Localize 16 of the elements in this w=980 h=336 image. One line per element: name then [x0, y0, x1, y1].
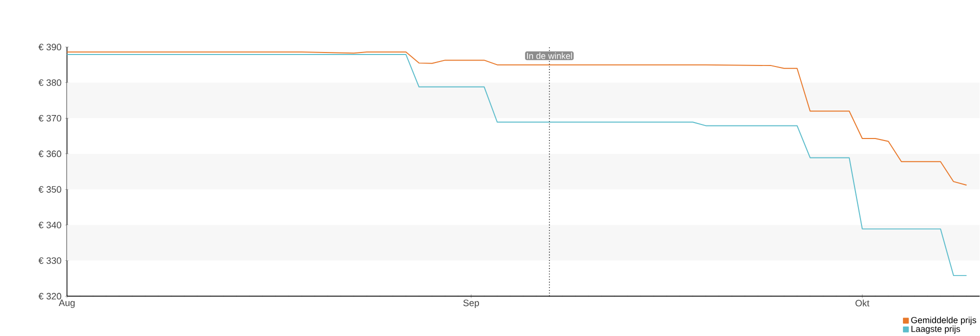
y-tick-label: € 380 [38, 79, 62, 86]
x-tick-label: Okt [856, 300, 870, 306]
y-tick-label: € 360 [38, 150, 62, 157]
legend-label: Laagste prijs [911, 325, 960, 334]
x-tick-label: Aug [58, 300, 75, 308]
legend-label: Gemiddelde prijs [911, 316, 976, 325]
y-tick-label: € 320 [38, 292, 62, 300]
y-tick-label: € 350 [38, 186, 62, 193]
line-series [66, 54, 968, 276]
y-tick-label: € 370 [38, 114, 62, 122]
y-tick-label: € 390 [38, 44, 62, 50]
y-tick-label: € 330 [38, 257, 62, 264]
ref-line-label: In de winkel [527, 52, 572, 59]
x-tick-label: Sep [463, 300, 479, 308]
line-series [66, 51, 968, 186]
y-tick-label: € 340 [38, 222, 62, 228]
